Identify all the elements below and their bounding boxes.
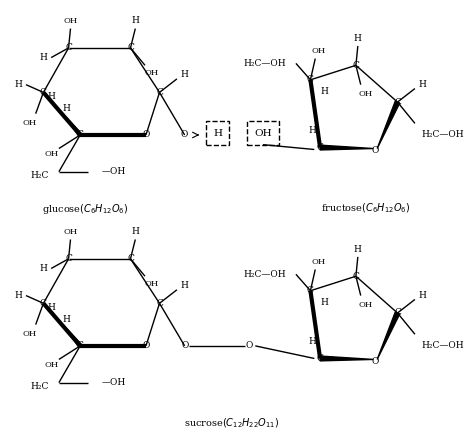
Text: H₂C—OH: H₂C—OH: [422, 131, 465, 139]
Text: C: C: [394, 308, 401, 317]
Text: H: H: [63, 315, 71, 324]
Text: OH: OH: [145, 69, 159, 77]
Text: H: H: [63, 104, 71, 114]
Text: O: O: [142, 131, 150, 139]
Text: H₂C: H₂C: [31, 382, 49, 391]
Text: O: O: [181, 131, 188, 139]
Text: C: C: [77, 131, 83, 139]
Text: H: H: [320, 298, 328, 307]
Text: C: C: [156, 88, 163, 97]
Text: C: C: [127, 43, 134, 52]
Text: OH: OH: [145, 280, 159, 288]
Text: OH: OH: [44, 150, 58, 158]
Text: H: H: [14, 291, 22, 300]
Bar: [246, 122, 280, 145]
Text: OH: OH: [44, 361, 58, 369]
Text: H₂C—OH: H₂C—OH: [244, 270, 286, 279]
Polygon shape: [377, 312, 400, 359]
Text: H: H: [47, 92, 55, 101]
Text: H: H: [320, 87, 328, 96]
Text: C: C: [307, 76, 314, 84]
Text: C: C: [65, 254, 72, 263]
Text: OH: OH: [358, 301, 373, 309]
Text: OH: OH: [23, 330, 37, 338]
Text: O: O: [182, 342, 189, 350]
Text: H₂C: H₂C: [31, 171, 49, 180]
Text: C: C: [317, 143, 324, 152]
Text: sucrose$(C_{12}H_{22}O_{11})$: sucrose$(C_{12}H_{22}O_{11})$: [184, 417, 280, 430]
Text: H: H: [213, 129, 222, 138]
Text: OH: OH: [311, 47, 325, 55]
Text: H: H: [354, 34, 362, 43]
Text: C: C: [317, 354, 324, 363]
Text: O: O: [246, 342, 253, 350]
Text: O: O: [372, 357, 379, 366]
Text: glucose$(C_6H_{12}O_6)$: glucose$(C_6H_{12}O_6)$: [42, 202, 128, 215]
Text: H: H: [39, 264, 47, 273]
Text: H: H: [181, 71, 189, 80]
Text: H: H: [131, 227, 139, 236]
Text: C: C: [394, 97, 401, 106]
Text: H₂C—OH: H₂C—OH: [422, 342, 465, 350]
Polygon shape: [67, 329, 82, 347]
Text: C: C: [77, 342, 83, 350]
Text: O: O: [372, 146, 379, 155]
Text: C: C: [40, 299, 47, 308]
Text: H: H: [39, 53, 47, 62]
Text: C: C: [40, 88, 47, 97]
Text: C: C: [156, 299, 163, 308]
Polygon shape: [377, 101, 400, 148]
Text: H: H: [354, 245, 362, 253]
Text: C: C: [127, 254, 134, 263]
Text: —OH: —OH: [101, 378, 126, 387]
Text: C: C: [307, 286, 314, 295]
Text: H: H: [47, 303, 55, 312]
Text: OH: OH: [358, 90, 373, 98]
Text: C: C: [353, 61, 359, 70]
Polygon shape: [320, 356, 374, 361]
Text: OH: OH: [23, 119, 37, 127]
Text: O: O: [142, 342, 150, 350]
Text: fructose$(C_6H_{12}O_6)$: fructose$(C_6H_{12}O_6)$: [321, 202, 410, 215]
Bar: [206, 122, 229, 145]
Text: H: H: [14, 80, 22, 89]
Text: C: C: [65, 43, 72, 52]
Text: OH: OH: [254, 129, 272, 138]
Text: H: H: [309, 337, 316, 346]
Text: OH: OH: [64, 17, 78, 25]
Text: H: H: [419, 80, 427, 89]
Text: H₂C—OH: H₂C—OH: [244, 59, 286, 68]
Text: H: H: [181, 282, 189, 291]
Text: H: H: [131, 17, 139, 25]
Polygon shape: [320, 145, 374, 150]
Text: OH: OH: [311, 258, 325, 266]
Text: OH: OH: [64, 228, 78, 236]
Polygon shape: [67, 118, 82, 136]
Text: —OH: —OH: [101, 167, 126, 176]
Text: H: H: [309, 126, 316, 135]
Text: H: H: [419, 291, 427, 300]
Text: C: C: [353, 272, 359, 281]
